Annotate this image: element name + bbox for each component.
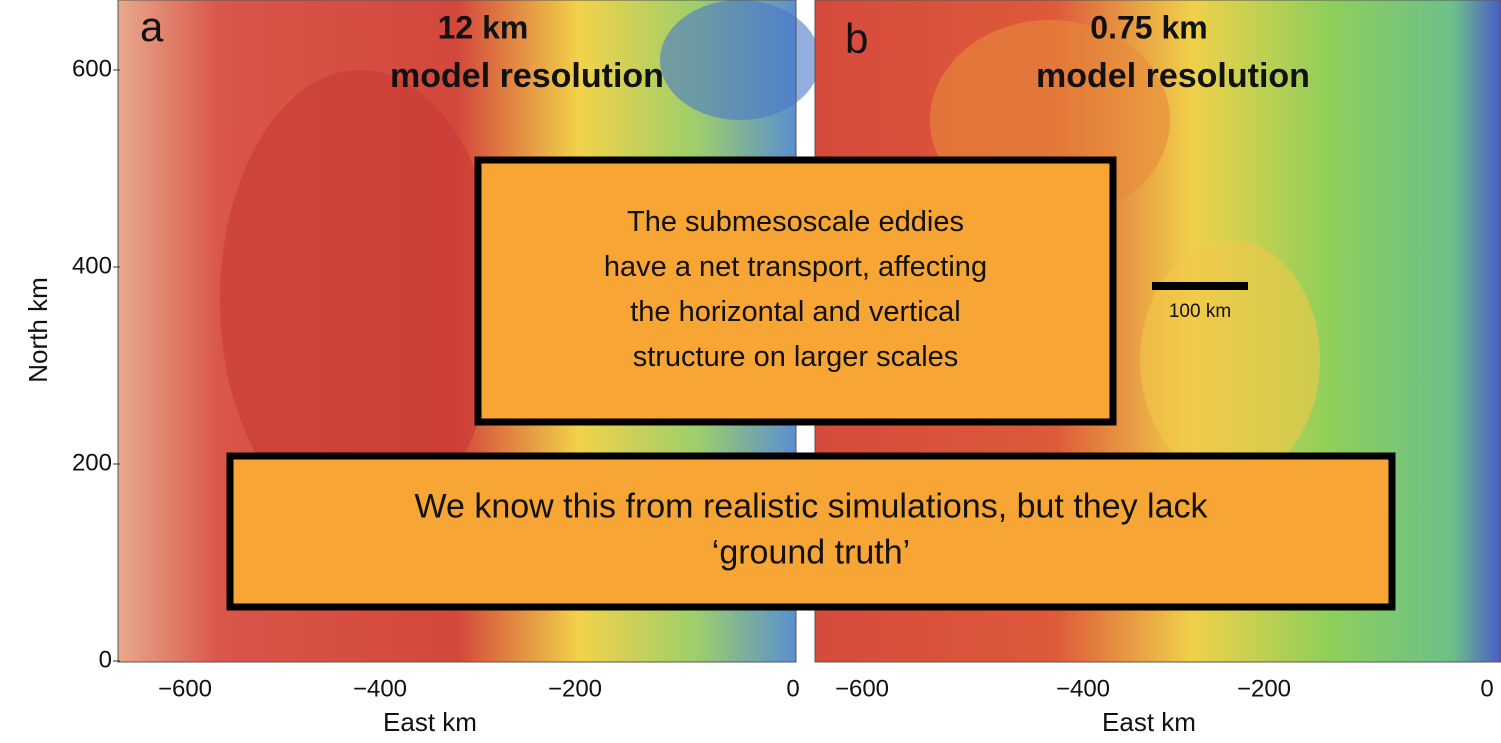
- scale-bar-label: 100 km: [1169, 301, 1231, 322]
- x-tick-label: −400: [1056, 675, 1110, 702]
- x-tick-label: 0: [786, 675, 799, 702]
- x-tick-label: −200: [548, 675, 602, 702]
- x-tick-label: −600: [158, 675, 212, 702]
- x-axis-label: East km: [1102, 707, 1196, 737]
- panel-letter: a: [140, 3, 164, 50]
- x-axis-label: East km: [383, 707, 477, 737]
- y-tick-label: 600: [72, 55, 112, 82]
- panel-title: 0.75 km: [1090, 9, 1207, 45]
- callout-text: The submesoscale eddies: [627, 206, 964, 238]
- x-tick-label: −200: [1237, 675, 1291, 702]
- callout-text: have a net transport, affecting: [604, 251, 987, 283]
- callout-text: structure on larger scales: [633, 341, 959, 373]
- x-tick-label: −600: [835, 675, 889, 702]
- panel-title: model resolution: [390, 57, 664, 95]
- x-tick-label: 0: [1480, 675, 1493, 702]
- y-tick-label: 0: [99, 646, 112, 673]
- callout-box: [230, 456, 1392, 607]
- y-tick-label: 200: [72, 449, 112, 476]
- y-tick-label: 400: [72, 252, 112, 279]
- callout-text: We know this from realistic simulations,…: [415, 487, 1209, 525]
- panel-title: model resolution: [1036, 57, 1310, 95]
- callout-text: the horizontal and vertical: [630, 296, 960, 328]
- panel-letter: b: [845, 15, 868, 62]
- slide: North km 100 km 600 400 200 0 a 12 km model re…: [0, 0, 1501, 743]
- panel-title: 12 km: [438, 9, 529, 45]
- x-tick-label: −400: [353, 675, 407, 702]
- callout-text: ‘ground truth’: [712, 533, 910, 571]
- y-axis-label: North km: [23, 277, 53, 382]
- callout-box: [478, 160, 1113, 422]
